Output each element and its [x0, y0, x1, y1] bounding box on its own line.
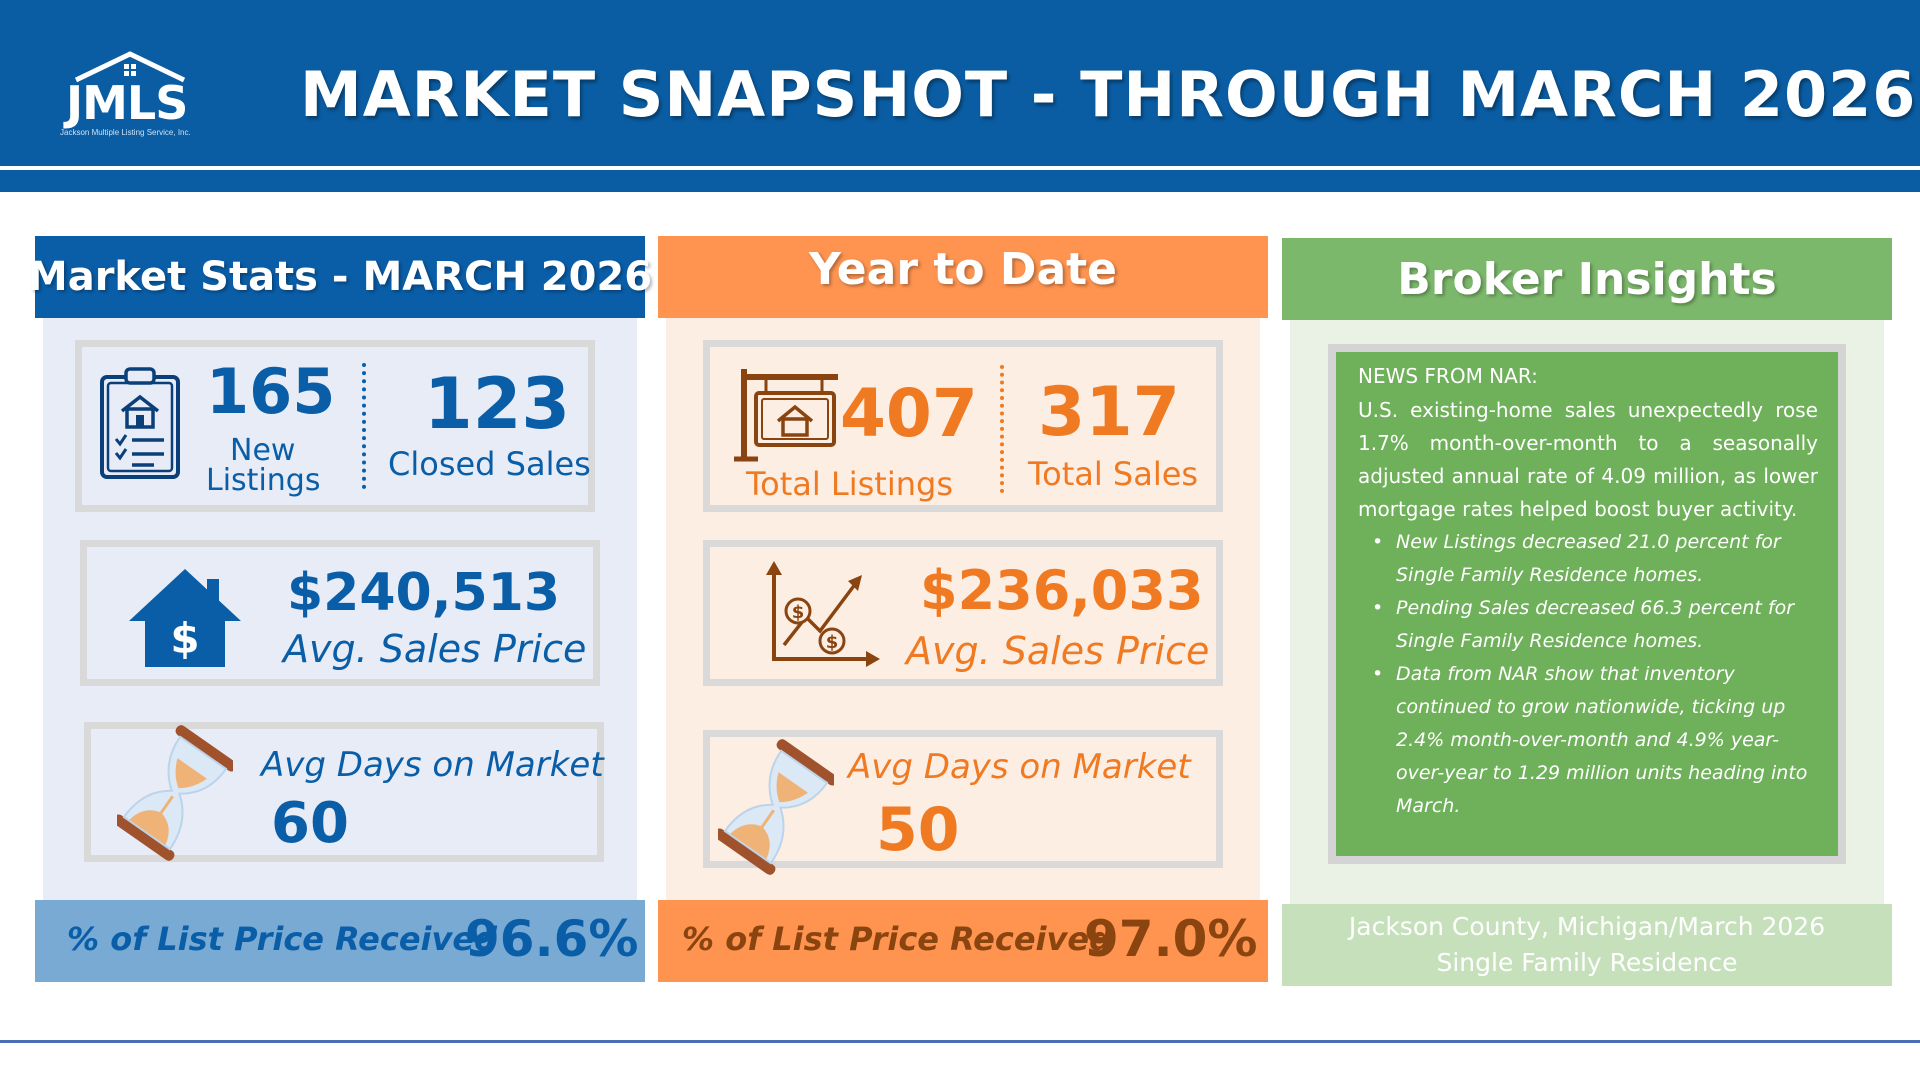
- ytd-header: Year to Date: [658, 236, 1268, 318]
- market-avg-price-label: Avg. Sales Price: [283, 627, 587, 671]
- news-bullets: New Listings decreased 21.0 percent for …: [1358, 526, 1818, 823]
- news-bullet: Pending Sales decreased 66.3 percent for…: [1358, 592, 1818, 658]
- ytd-avg-price-label: Avg. Sales Price: [906, 629, 1210, 673]
- market-list-price-value: 96.6%: [465, 910, 639, 968]
- page-title: MARKET SNAPSHOT - THROUGH MARCH 2026: [300, 58, 1917, 131]
- market-listings-card: 165 New Listings 123 Closed Sales: [75, 340, 595, 512]
- news-body: U.S. existing-home sales unexpectedly ro…: [1358, 398, 1818, 521]
- broker-footer: Jackson County, Michigan/March 2026 Sing…: [1282, 904, 1892, 986]
- total-sales-value: 317: [1038, 373, 1180, 452]
- news-heading: NEWS FROM NAR:: [1358, 364, 1538, 388]
- svg-text:$: $: [826, 632, 839, 653]
- news-box: NEWS FROM NAR: U.S. existing-home sales …: [1328, 344, 1846, 864]
- market-avg-price-card: $ $240,513 Avg. Sales Price: [80, 540, 600, 686]
- header-stripe: [0, 170, 1920, 192]
- closed-sales-label: Closed Sales: [388, 445, 591, 483]
- logo-subtext: Jackson Multiple Listing Service, Inc.: [60, 128, 191, 137]
- market-list-price-label: % of List Price Received: [67, 920, 497, 958]
- broker-title: Broker Insights: [1397, 253, 1777, 305]
- market-stats-title: Market Stats - MARCH 2026: [27, 254, 653, 300]
- logo-text: JMLS: [66, 76, 188, 130]
- total-listings-label: Total Listings: [746, 465, 953, 503]
- house-dollar-icon: $: [129, 569, 241, 667]
- total-sales-label: Total Sales: [1028, 455, 1199, 493]
- jmls-logo: JMLS Jackson Multiple Listing Service, I…: [58, 50, 208, 140]
- broker-header: Broker Insights: [1282, 238, 1892, 320]
- market-dom-card: Avg Days on Market 60: [84, 722, 604, 862]
- market-avg-price-value: $240,513: [287, 563, 561, 623]
- broker-footer-line-1: Jackson County, Michigan/March 2026: [1348, 912, 1826, 941]
- market-list-price-bar: % of List Price Received 96.6%: [35, 900, 645, 982]
- news-bullet: Data from NAR show that inventory contin…: [1358, 658, 1818, 823]
- realty-sign-icon: [734, 369, 838, 462]
- hourglass-icon: [117, 725, 233, 861]
- ytd-dom-card: Avg Days on Market 50: [703, 730, 1223, 875]
- ytd-list-price-bar: % of List Price Received 97.0%: [658, 900, 1268, 982]
- new-listings-label-1: New: [230, 433, 296, 468]
- closed-sales-value: 123: [424, 363, 571, 445]
- market-dom-label: Avg Days on Market: [261, 745, 604, 785]
- market-stats-header: Market Stats - MARCH 2026: [28, 236, 652, 318]
- ytd-dom-value: 50: [876, 795, 960, 865]
- ytd-totals-card: 407 Total Listings 317 Total Sales: [703, 340, 1223, 512]
- ytd-list-price-label: % of List Price Received: [682, 920, 1112, 958]
- divider-dotted: [362, 363, 366, 489]
- bottom-rule: [0, 1040, 1920, 1043]
- dollar-growth-chart-icon: $ $: [766, 561, 880, 667]
- ytd-title: Year to Date: [808, 244, 1118, 295]
- ytd-avg-price-value: $236,033: [920, 559, 1204, 622]
- market-dom-value: 60: [271, 791, 349, 856]
- ytd-avg-price-card: $ $ $236,033 Avg. Sales Price: [703, 540, 1223, 686]
- svg-text:$: $: [170, 614, 199, 663]
- hourglass-icon: [718, 739, 834, 875]
- house-roof-icon: [74, 51, 186, 83]
- new-listings-label-2: Listings: [206, 463, 321, 498]
- total-listings-value: 407: [840, 375, 978, 452]
- svg-text:$: $: [792, 602, 805, 623]
- header-banner: [0, 0, 1920, 166]
- news-bullet: New Listings decreased 21.0 percent for …: [1358, 526, 1818, 592]
- divider-dotted: [1000, 365, 1004, 493]
- broker-footer-line-2: Single Family Residence: [1436, 948, 1738, 977]
- new-listings-value: 165: [206, 355, 336, 428]
- ytd-dom-label: Avg Days on Market: [848, 747, 1191, 787]
- clipboard-house-icon: [100, 367, 180, 479]
- ytd-list-price-value: 97.0%: [1084, 910, 1258, 968]
